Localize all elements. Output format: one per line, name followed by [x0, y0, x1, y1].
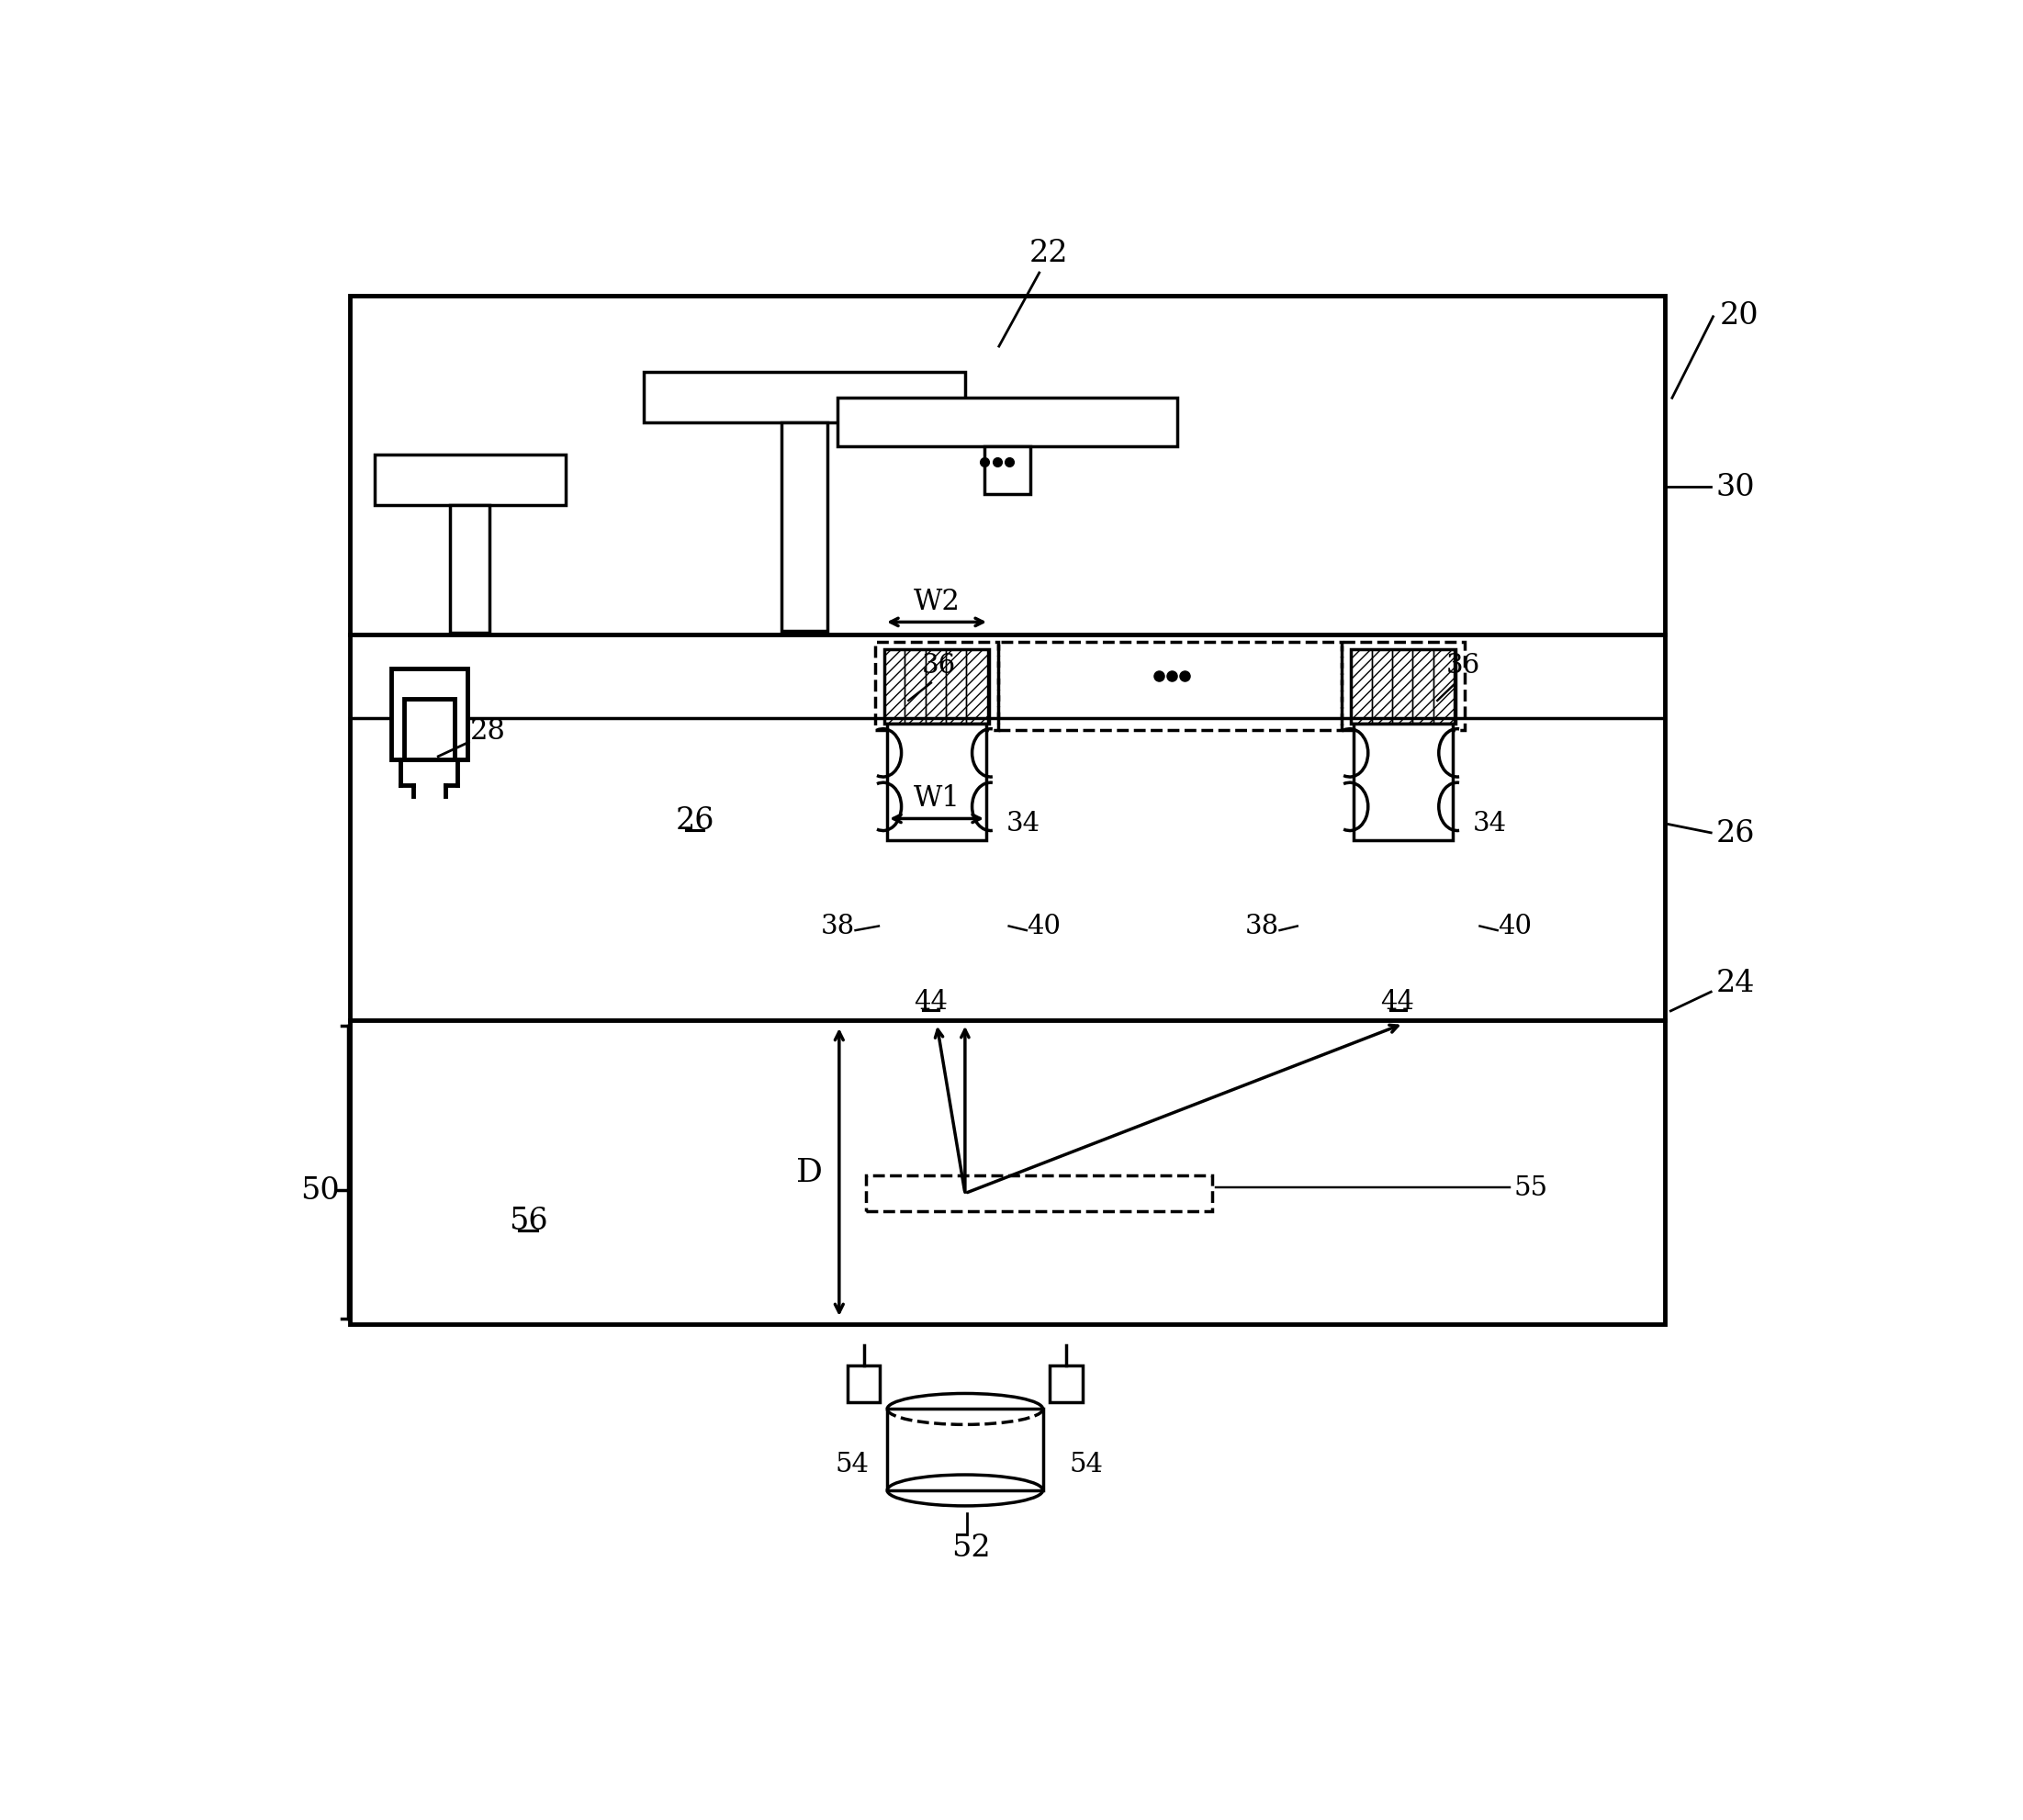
- Bar: [884, 650, 989, 724]
- Text: 44: 44: [914, 988, 949, 1014]
- Text: 20: 20: [1720, 302, 1758, 331]
- Bar: [888, 724, 987, 841]
- Bar: [405, 699, 455, 759]
- Bar: [643, 373, 965, 424]
- Bar: [866, 1176, 1212, 1212]
- Text: 38: 38: [821, 914, 856, 939]
- Text: 54: 54: [835, 1451, 868, 1476]
- Bar: [888, 1409, 1042, 1491]
- Bar: [350, 297, 1665, 635]
- Text: 40: 40: [1499, 914, 1531, 939]
- Text: 34: 34: [1473, 810, 1507, 835]
- Bar: [884, 650, 904, 724]
- Text: 22: 22: [1030, 238, 1068, 268]
- Text: 54: 54: [1070, 1451, 1105, 1476]
- Text: 38: 38: [1244, 914, 1279, 939]
- Text: 55: 55: [1513, 1176, 1548, 1201]
- Bar: [925, 650, 947, 724]
- Bar: [838, 399, 1177, 446]
- Text: 26: 26: [1716, 819, 1756, 848]
- Text: 36: 36: [1446, 653, 1481, 679]
- Text: W1: W1: [912, 784, 961, 812]
- Text: 44: 44: [1382, 988, 1414, 1014]
- Bar: [1412, 650, 1432, 724]
- Bar: [451, 506, 490, 633]
- Bar: [1392, 650, 1412, 724]
- Bar: [350, 635, 1665, 1021]
- Bar: [848, 1365, 880, 1401]
- Bar: [1353, 724, 1453, 841]
- Text: 52: 52: [951, 1532, 989, 1562]
- Bar: [781, 424, 827, 632]
- Bar: [390, 670, 467, 759]
- Text: 36: 36: [922, 653, 957, 679]
- Bar: [947, 650, 967, 724]
- Bar: [876, 642, 997, 732]
- Text: 34: 34: [1005, 810, 1040, 835]
- Text: W2: W2: [912, 588, 961, 615]
- Text: 24: 24: [1716, 968, 1756, 997]
- Bar: [983, 446, 1030, 495]
- Bar: [904, 650, 925, 724]
- Bar: [1341, 642, 1465, 732]
- Text: 56: 56: [508, 1207, 548, 1236]
- Bar: [350, 1021, 1665, 1325]
- Bar: [374, 455, 566, 506]
- Text: 40: 40: [1028, 914, 1062, 939]
- Bar: [997, 642, 1341, 732]
- Text: 50: 50: [301, 1176, 340, 1205]
- Bar: [1351, 650, 1457, 724]
- Bar: [1351, 650, 1372, 724]
- Bar: [967, 650, 987, 724]
- Bar: [1432, 650, 1455, 724]
- Bar: [1050, 1365, 1082, 1401]
- Text: 26: 26: [676, 806, 714, 835]
- Text: 30: 30: [1716, 471, 1756, 502]
- Text: 28: 28: [469, 717, 506, 746]
- Text: D: D: [797, 1158, 823, 1188]
- Bar: [1372, 650, 1392, 724]
